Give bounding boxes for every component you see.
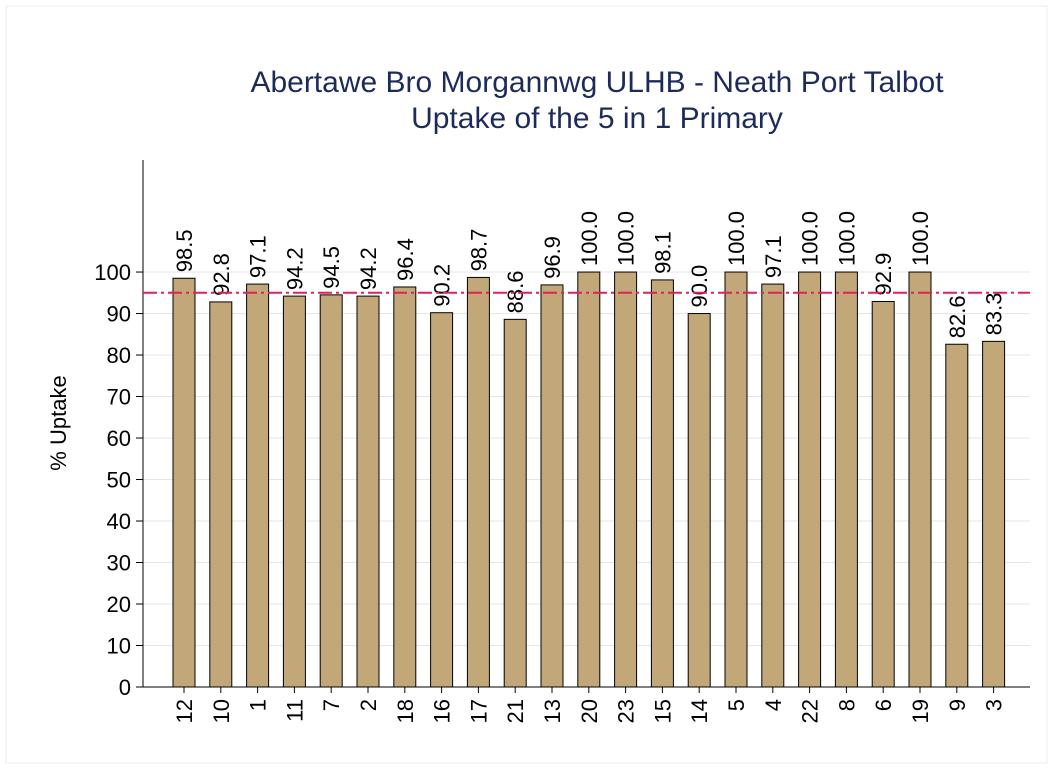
value-label: 83.3 [982,293,1007,336]
y-tick-label: 20 [107,592,131,617]
value-label: 100.0 [834,211,859,266]
y-axis-label: % Uptake [46,375,71,470]
bar [577,271,601,688]
y-tick-label: 70 [107,385,131,410]
x-tick-label: 11 [282,699,307,722]
x-tick-label: 12 [172,699,197,723]
bar [982,340,1006,688]
bar [945,343,969,688]
x-tick-label: 16 [430,699,455,723]
x-tick-label: 20 [577,699,602,723]
value-label: 94.2 [282,247,307,290]
value-label: 82.6 [945,295,970,338]
x-tick-label: 8 [834,699,859,711]
bar [724,271,748,688]
value-label: 98.1 [650,231,675,274]
bar [466,276,490,688]
bar [834,271,858,688]
bar [614,271,638,688]
y-tick-label: 10 [107,634,131,659]
x-tick-label: 3 [982,699,1007,711]
bar [761,283,785,688]
x-tick-label: 4 [761,699,786,711]
y-tick-label: 0 [119,675,131,700]
bar [356,295,380,688]
bar [908,271,932,688]
bar [282,295,306,688]
y-tick-label: 50 [107,468,131,493]
x-tick-label: 5 [724,699,749,711]
value-label: 100.0 [577,211,602,266]
value-label: 90.0 [687,265,712,308]
bar [209,301,233,688]
x-tick-label: 7 [319,699,344,711]
value-label: 94.5 [319,246,344,289]
chart-subtitle: Uptake of the 5 in 1 Primary [411,102,783,135]
x-tick-label: 9 [945,699,970,711]
bar [172,277,196,688]
bar [650,279,674,688]
value-label: 94.2 [356,247,381,290]
value-label: 97.1 [761,235,786,278]
bar [687,313,711,688]
x-tick-label: 19 [908,699,933,723]
value-label: 98.5 [172,229,197,272]
x-tick-label: 13 [540,699,565,723]
value-label: 97.1 [246,235,271,278]
value-label: 100.0 [614,211,639,266]
bar [430,312,454,688]
x-tick-label: 17 [466,699,491,723]
x-tick-label: 10 [209,699,234,723]
y-tick-label: 90 [107,302,131,327]
x-tick-label: 14 [687,699,712,723]
x-tick-label: 21 [503,699,528,723]
bar [503,318,527,688]
value-label: 100.0 [724,211,749,266]
y-tick-label: 60 [107,426,131,451]
x-tick-label: 18 [393,699,418,723]
x-tick-label: 22 [798,699,823,723]
value-label: 90.2 [430,264,455,307]
value-label: 98.7 [466,229,491,272]
x-tick-label: 15 [650,699,675,723]
value-label: 92.8 [209,253,234,296]
bar [393,286,417,688]
bar [871,301,895,688]
x-tick-label: 1 [246,699,271,711]
value-label: 100.0 [798,211,823,266]
chart-title: Abertawe Bro Morgannwg ULHB - Neath Port… [250,66,944,99]
y-tick-label: 100 [94,260,131,285]
y-tick-label: 80 [107,343,131,368]
x-tick-label: 6 [871,699,896,711]
bar [798,271,822,688]
value-label: 96.4 [393,238,418,281]
value-label: 92.9 [871,253,896,296]
value-label: 100.0 [908,211,933,266]
value-label: 96.9 [540,236,565,279]
x-tick-label: 23 [614,699,639,723]
y-tick-label: 30 [107,551,131,576]
y-tick-label: 40 [107,509,131,534]
bar [540,284,564,688]
bar [246,283,270,688]
x-tick-label: 2 [356,699,381,711]
bar [319,294,343,688]
